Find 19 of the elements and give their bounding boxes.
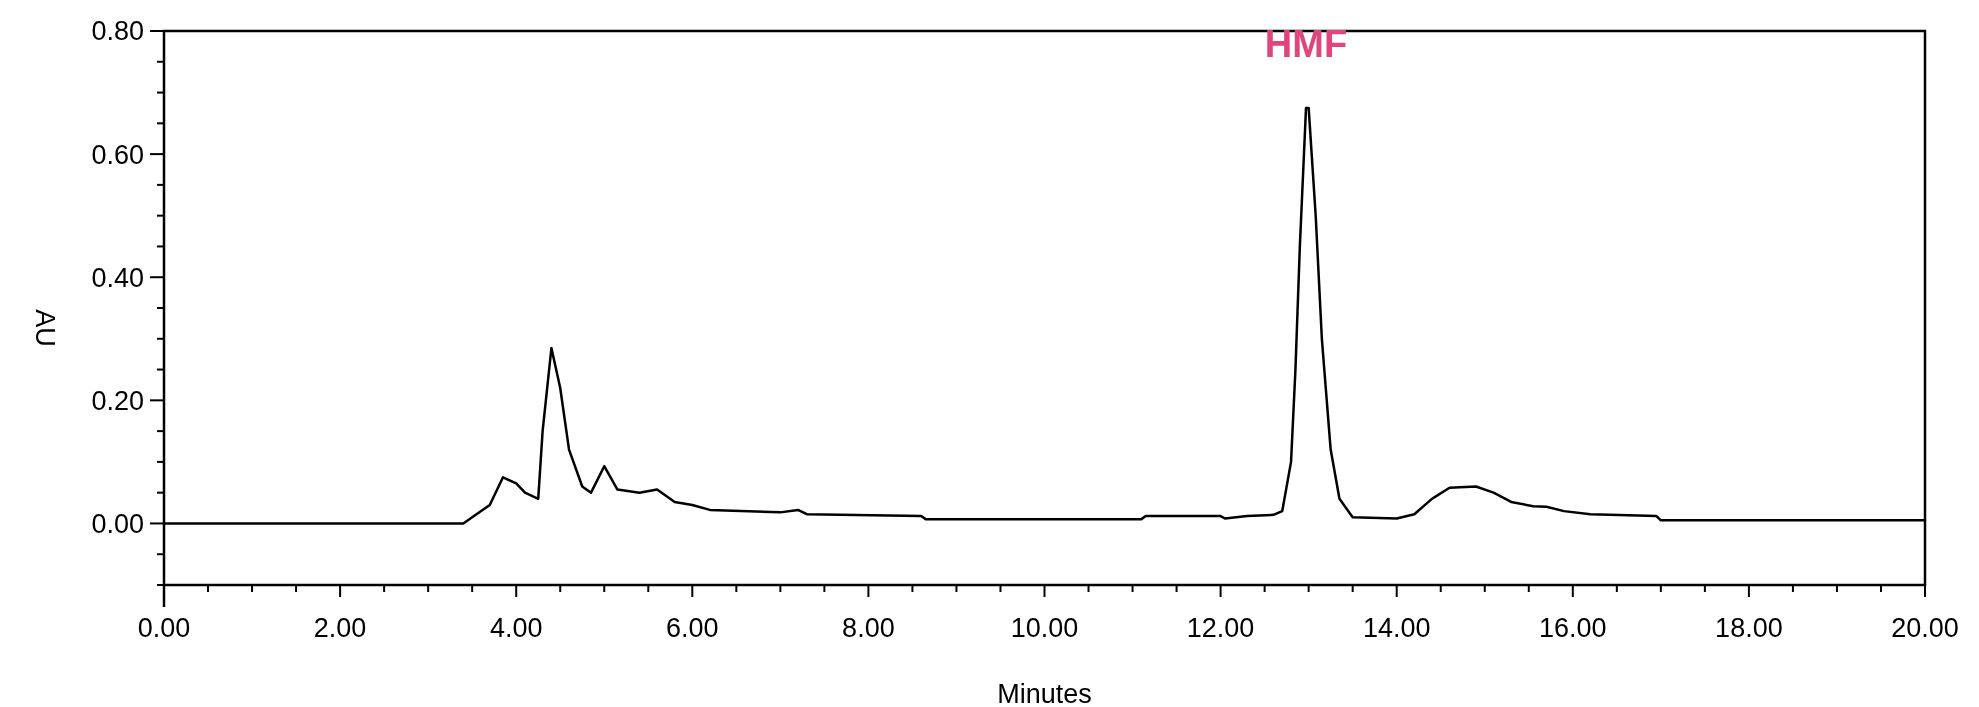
x-tick-label: 8.00: [842, 613, 895, 643]
y-tick-label: 0.20: [91, 385, 144, 416]
y-tick-label: 0.00: [91, 508, 144, 539]
x-tick-label: 6.00: [666, 613, 719, 643]
y-tick-label: 0.60: [91, 139, 144, 170]
x-axis-title: Minutes: [997, 679, 1092, 707]
annotation: HMF: [1264, 23, 1348, 65]
x-tick-label: 14.00: [1362, 613, 1431, 643]
x-tick-label: 0.00: [137, 613, 191, 643]
y-tick-label: 0.40: [91, 262, 144, 293]
x-tick-label: 12.00: [1186, 613, 1255, 643]
x-tick-label: 4.00: [489, 613, 543, 643]
x-tick-label: 10.00: [1010, 613, 1079, 643]
x-tick-label: 2.00: [313, 613, 367, 643]
y-tick-label: 0.80: [91, 16, 144, 47]
x-tick-label: 16.00: [1539, 613, 1607, 643]
y-axis-title: AU: [30, 309, 60, 347]
x-tick-label: 18.00: [1715, 613, 1783, 643]
x-tick-label: 20.00: [1891, 613, 1959, 643]
